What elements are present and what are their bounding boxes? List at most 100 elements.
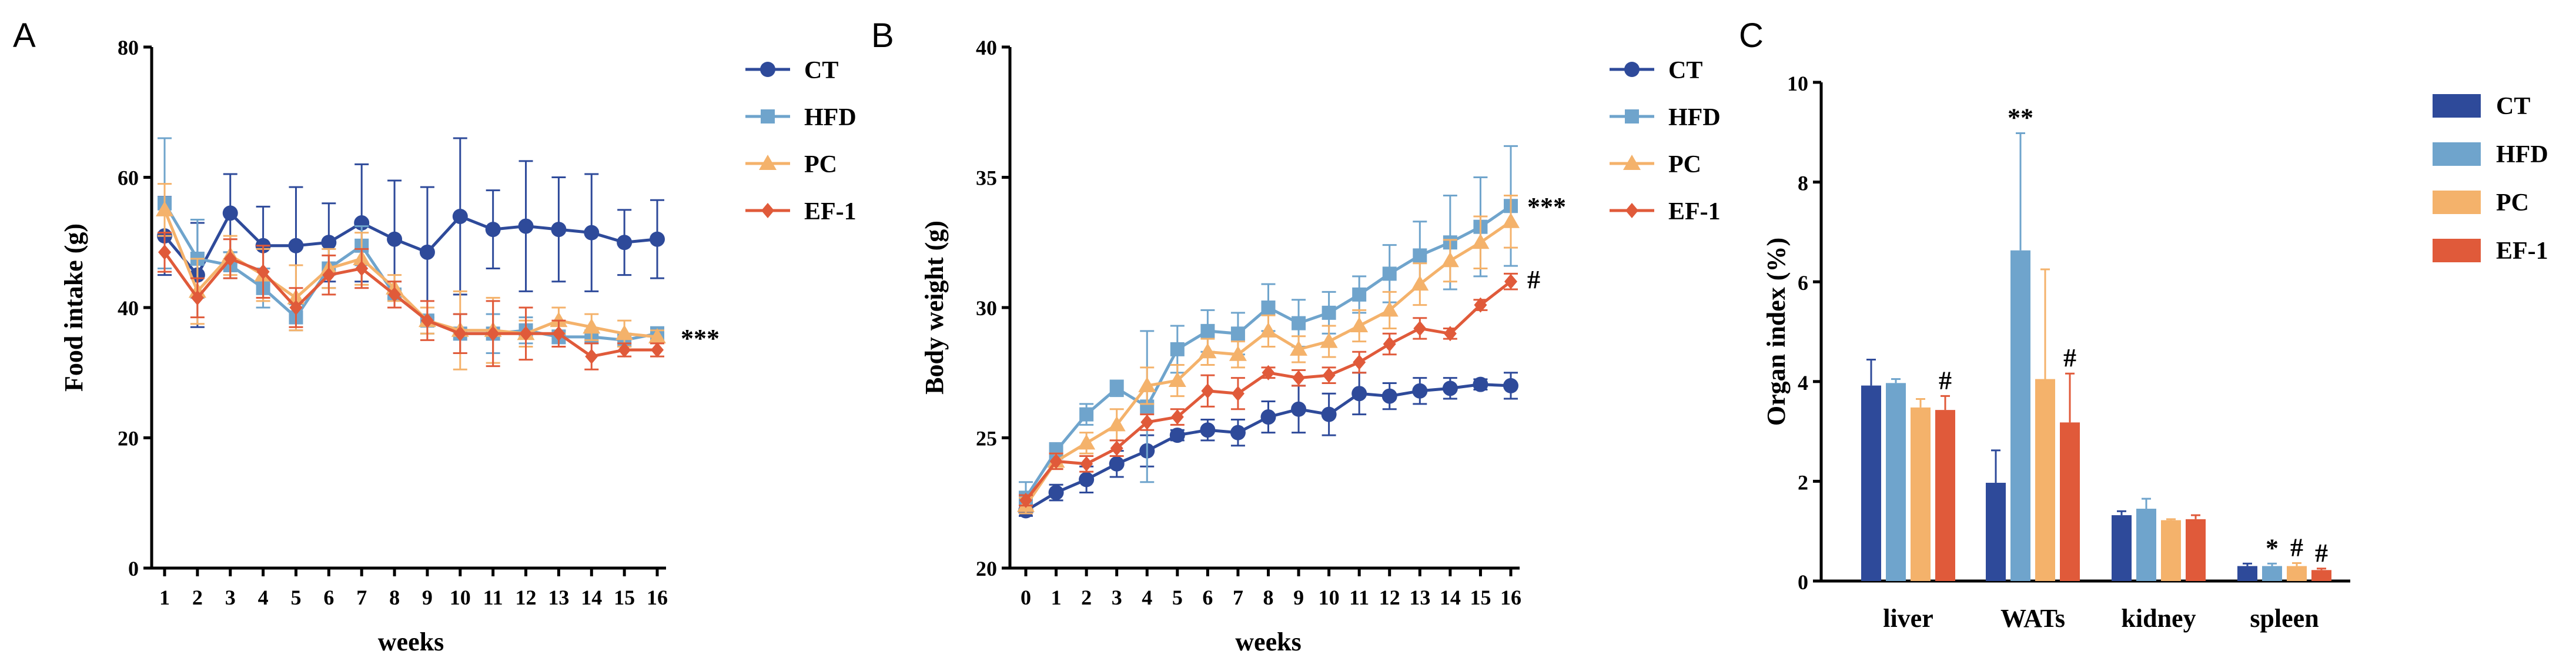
series-ef-1 bbox=[158, 232, 664, 370]
legend-label: PC bbox=[2496, 189, 2529, 216]
x-tick-label: 5 bbox=[290, 586, 301, 609]
y-tick-label: 40 bbox=[118, 296, 139, 320]
data-point bbox=[1262, 365, 1275, 380]
bar-liver-ef-1 bbox=[1935, 410, 1955, 581]
legend-swatch bbox=[2433, 239, 2481, 262]
data-point bbox=[1138, 376, 1156, 392]
legend-swatch bbox=[2433, 142, 2481, 166]
significance-label: # bbox=[1527, 265, 1540, 294]
x-tick-label: 4 bbox=[258, 586, 269, 609]
data-point bbox=[452, 208, 468, 224]
data-point bbox=[1200, 422, 1216, 438]
x-tick-label: 1 bbox=[1051, 586, 1062, 609]
y-tick-label: 35 bbox=[976, 166, 997, 190]
series-line bbox=[1024, 220, 1512, 507]
data-point bbox=[419, 244, 435, 260]
x-tick-label: 9 bbox=[422, 586, 433, 609]
y-axis-title: Organ index (%) bbox=[1762, 238, 1791, 426]
bar-spleen-hfd bbox=[2262, 566, 2282, 581]
y-tick-label: 60 bbox=[118, 166, 139, 190]
y-tick-label: 2 bbox=[1798, 470, 1808, 494]
legend-marker bbox=[759, 155, 777, 170]
series-ef-1 bbox=[1019, 272, 1518, 508]
series-line bbox=[1024, 205, 1512, 499]
x-tick-label: 13 bbox=[1409, 586, 1430, 609]
x-tick-label: 6 bbox=[1202, 586, 1213, 609]
legend-label: EF-1 bbox=[2496, 238, 2548, 265]
legend-swatch bbox=[2433, 191, 2481, 214]
data-point bbox=[1291, 401, 1307, 417]
data-point bbox=[1290, 340, 1308, 356]
data-point bbox=[551, 222, 567, 238]
significance-label: ** bbox=[2008, 103, 2033, 132]
bar-wats-ef-1 bbox=[2060, 422, 2080, 581]
legend-label: CT bbox=[2496, 93, 2530, 120]
data-point bbox=[1474, 297, 1487, 313]
data-point bbox=[1413, 248, 1427, 263]
data-point bbox=[1261, 301, 1276, 315]
data-point bbox=[1168, 372, 1186, 388]
legend-marker bbox=[1625, 109, 1639, 123]
data-point bbox=[1230, 425, 1246, 440]
data-point bbox=[1504, 273, 1517, 289]
data-point bbox=[1322, 305, 1336, 320]
data-point bbox=[1109, 381, 1124, 396]
data-point bbox=[1473, 376, 1488, 392]
x-tick-label: WATs bbox=[2000, 604, 2065, 633]
legend-label: HFD bbox=[2496, 141, 2548, 168]
data-point bbox=[322, 267, 336, 283]
data-point bbox=[518, 218, 534, 234]
data-point bbox=[1292, 316, 1306, 331]
data-point bbox=[618, 342, 631, 358]
y-tick-label: 30 bbox=[976, 296, 997, 320]
data-point bbox=[650, 231, 665, 247]
x-tick-label: 15 bbox=[614, 586, 635, 609]
data-point bbox=[288, 238, 304, 253]
data-point bbox=[1411, 275, 1429, 291]
x-tick-label: 10 bbox=[450, 586, 471, 609]
data-point bbox=[1503, 378, 1518, 393]
data-point bbox=[1320, 332, 1338, 348]
significance-label: # bbox=[2063, 343, 2076, 372]
data-point bbox=[1108, 416, 1126, 432]
bar-wats-pc bbox=[2035, 379, 2055, 581]
data-point bbox=[1502, 212, 1520, 228]
data-point bbox=[615, 325, 634, 340]
data-point bbox=[1259, 322, 1277, 338]
y-tick-label: 0 bbox=[1798, 570, 1808, 594]
significance-label: # bbox=[1939, 366, 1952, 395]
data-point bbox=[1169, 428, 1185, 443]
panel-c-letter: C bbox=[1739, 16, 1764, 55]
bar-liver-hfd bbox=[1886, 383, 1906, 581]
x-tick-label: 14 bbox=[581, 586, 602, 609]
x-axis-title: weeks bbox=[378, 627, 444, 656]
data-point bbox=[256, 264, 270, 280]
x-tick-label: 4 bbox=[1142, 586, 1152, 609]
significance-label: # bbox=[2315, 539, 2328, 567]
legend-label: EF-1 bbox=[1668, 198, 1721, 225]
significance-label: *** bbox=[1527, 192, 1566, 221]
data-point bbox=[1231, 386, 1244, 402]
data-point bbox=[552, 326, 566, 342]
data-point bbox=[1412, 383, 1428, 399]
data-point bbox=[1019, 492, 1032, 508]
series-pc bbox=[1017, 195, 1520, 515]
y-tick-label: 4 bbox=[1798, 371, 1808, 395]
data-point bbox=[1322, 368, 1336, 383]
x-tick-label: 13 bbox=[548, 586, 569, 609]
data-point bbox=[1443, 326, 1457, 342]
data-point bbox=[321, 235, 337, 251]
x-tick-label: 8 bbox=[389, 586, 400, 609]
panel-b-letter: B bbox=[871, 16, 894, 55]
x-tick-label: 14 bbox=[1440, 586, 1461, 609]
x-tick-label: 12 bbox=[1379, 586, 1400, 609]
data-point bbox=[1109, 456, 1125, 472]
x-tick-label: 10 bbox=[1319, 586, 1340, 609]
series-line bbox=[163, 202, 658, 342]
panel-c-chart: 0 2 4 6 8 10 Organ index (%) # liver ** # WATs kidne… bbox=[1762, 72, 2548, 633]
x-tick-label: spleen bbox=[2250, 604, 2319, 633]
data-point bbox=[1351, 386, 1367, 402]
x-tick-label: 3 bbox=[225, 586, 236, 609]
